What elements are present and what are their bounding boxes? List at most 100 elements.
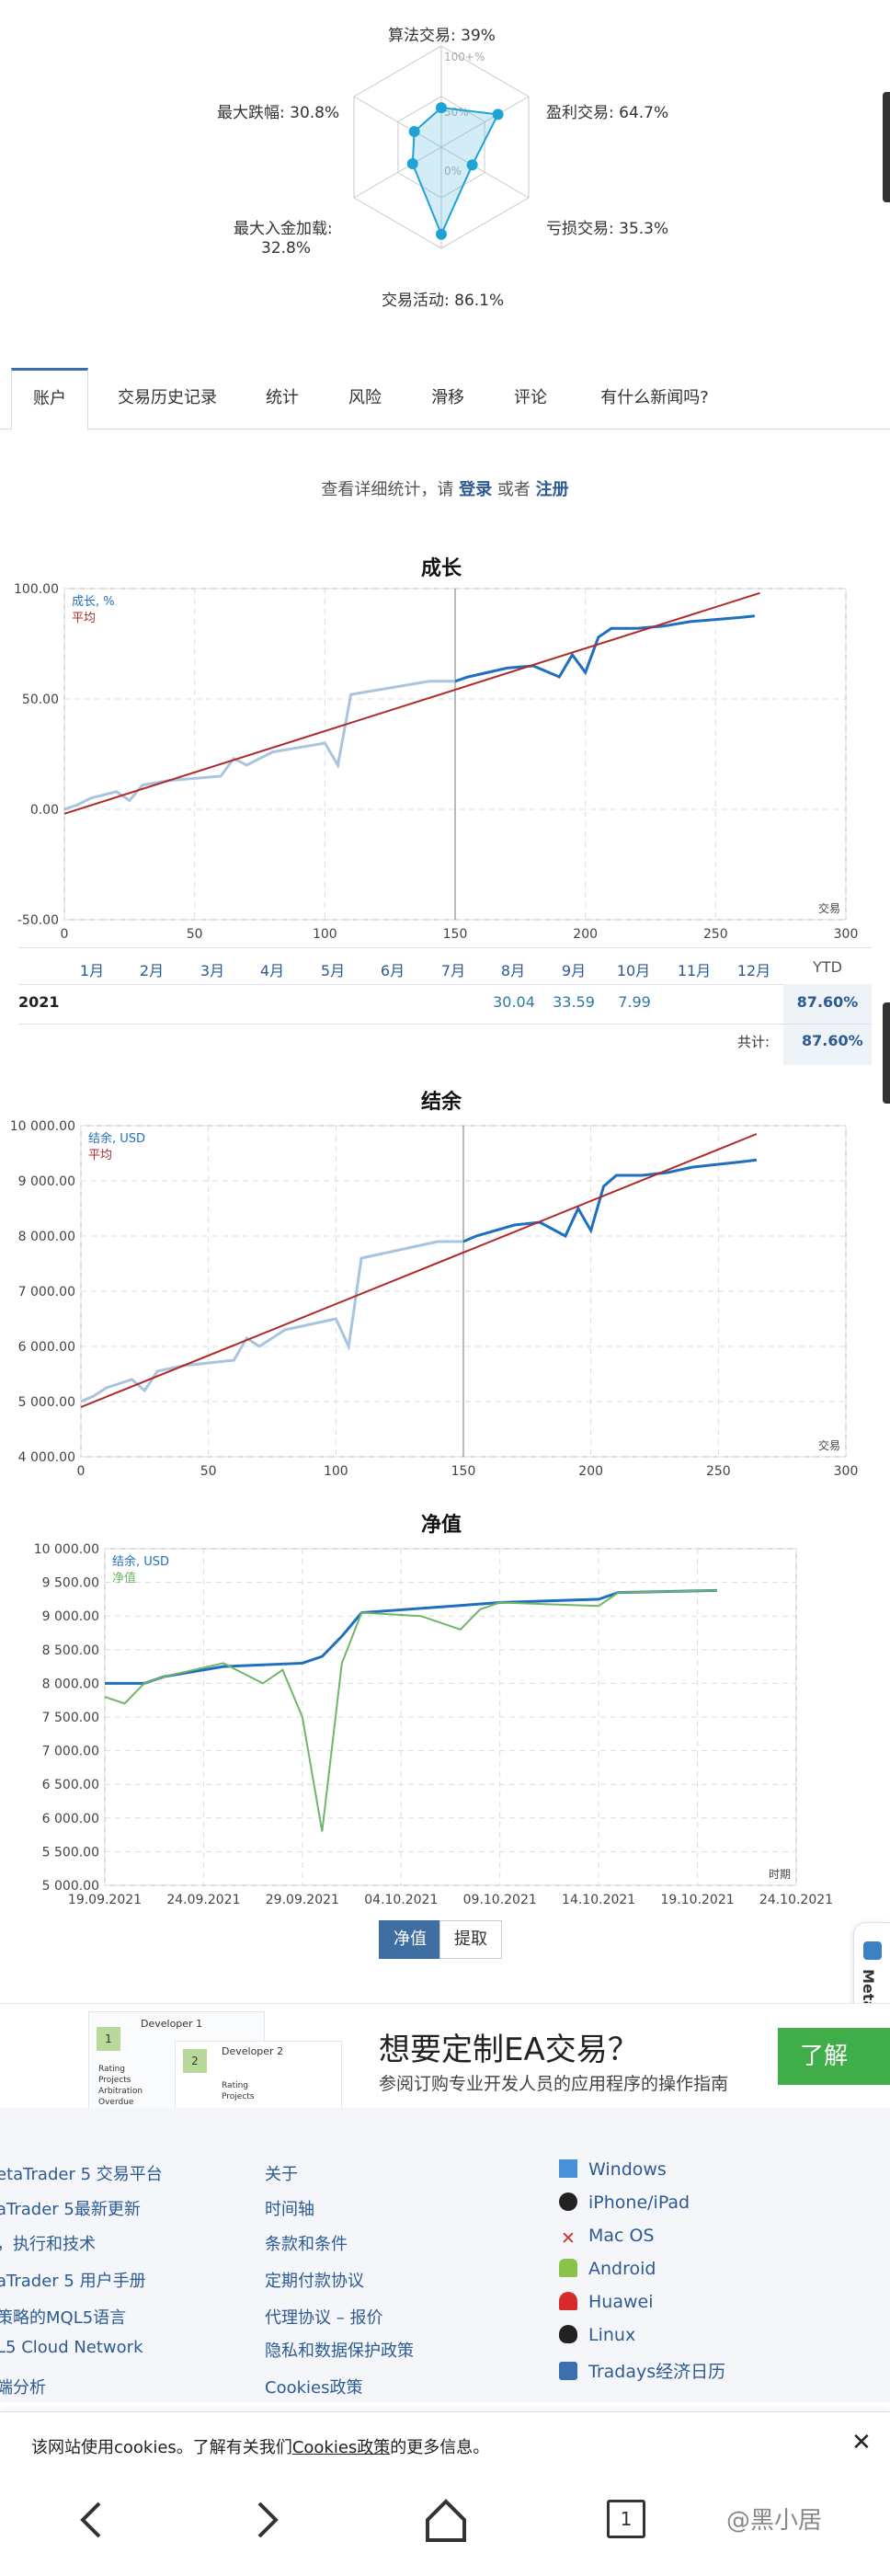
legend-item: 净值 bbox=[112, 1571, 136, 1586]
tab-news[interactable]: 有什么新闻吗? bbox=[600, 388, 709, 407]
y-tick-label: 9 000.00 bbox=[18, 1174, 75, 1189]
x-axis-label: 交易 bbox=[818, 1438, 840, 1452]
x-tick-label: 24.09.2021 bbox=[166, 1893, 240, 1904]
x-tick-label: 250 bbox=[703, 927, 728, 942]
radar-label-drawdown: 最大跌幅: 30.8% bbox=[217, 104, 340, 122]
withdraw-toggle-button[interactable]: 提取 bbox=[439, 1920, 502, 1959]
footer-link-platform[interactable]: etaTrader 5 交易平台 bbox=[0, 2165, 163, 2184]
value-oct: 7.99 bbox=[618, 993, 651, 1011]
growth-chart: 100.00 50.00 0.00 -50.000 50 100 150 200 250 300 交… bbox=[14, 582, 858, 942]
month-jul: 7月 bbox=[440, 962, 466, 979]
legend-item: 成长, % bbox=[72, 595, 115, 609]
balance-title: 结余 bbox=[420, 1091, 462, 1114]
login-link[interactable]: 登录 bbox=[459, 480, 493, 499]
footer-link-cloud[interactable]: L5 Cloud Network bbox=[0, 2338, 143, 2357]
footer-link-timeline[interactable]: 时间轴 bbox=[265, 2200, 314, 2219]
y-tick-label: 8 000.00 bbox=[18, 1230, 75, 1244]
footer-link-payments[interactable]: 定期付款协议 bbox=[265, 2272, 364, 2291]
month-mar: 3月 bbox=[200, 962, 225, 979]
y-tick-label: 100.00 bbox=[14, 582, 59, 597]
dev-card-2: 2 Developer 2 Rating Projects bbox=[175, 2041, 342, 2116]
x-tick-label: 100 bbox=[324, 1464, 348, 1479]
y-tick-label: 9 000.00 bbox=[42, 1609, 99, 1624]
x-axis-label: 时期 bbox=[769, 1868, 791, 1881]
tab-risk[interactable]: 风险 bbox=[348, 388, 382, 407]
x-tick-label: 50 bbox=[200, 1464, 217, 1479]
tab-stats[interactable]: 统计 bbox=[266, 388, 299, 407]
equity-toggle-button[interactable]: 净值 bbox=[379, 1920, 441, 1959]
footer-os-linux[interactable]: Linux bbox=[559, 2325, 635, 2345]
series-line-1 bbox=[80, 1133, 758, 1408]
y-tick-label: 7 000.00 bbox=[42, 1745, 99, 1759]
equity-title: 净值 bbox=[420, 1514, 462, 1537]
tab-account[interactable]: 账户 bbox=[11, 368, 88, 430]
x-tick-label: 29.09.2021 bbox=[266, 1893, 339, 1904]
y-tick-label: 6 000.00 bbox=[18, 1340, 75, 1355]
x-tick-label: 50 bbox=[187, 927, 203, 942]
footer-os-android[interactable]: Android bbox=[559, 2259, 656, 2279]
tab-reviews[interactable]: 评论 bbox=[514, 388, 547, 407]
tab-history[interactable]: 交易历史记录 bbox=[118, 388, 217, 407]
scroll-handle-top[interactable] bbox=[883, 92, 890, 202]
footer-link-updates[interactable]: aTrader 5最新更新 bbox=[0, 2200, 141, 2219]
cookie-close-icon[interactable]: ✕ bbox=[851, 2429, 872, 2456]
radar-point-activity bbox=[436, 228, 447, 240]
month-jan: 1月 bbox=[79, 962, 105, 979]
legend-item: 平均 bbox=[72, 612, 96, 625]
month-dec: 12月 bbox=[736, 962, 771, 979]
x-tick-label: 150 bbox=[443, 927, 468, 942]
footer-link-about[interactable]: 关于 bbox=[265, 2165, 298, 2184]
legend-item: 结余, USD bbox=[88, 1131, 145, 1146]
footer-link-execution[interactable]: ，执行和技术 bbox=[0, 2235, 96, 2254]
x-tick-label: 09.10.2021 bbox=[463, 1893, 537, 1904]
cookie-policy-link[interactable]: Cookies政策 bbox=[291, 2438, 391, 2457]
footer-os-huawei[interactable]: Huawei bbox=[559, 2292, 653, 2312]
radar-point-loss bbox=[466, 159, 478, 171]
month-nov: 11月 bbox=[677, 962, 712, 979]
footer-link-terms[interactable]: 条款和条件 bbox=[265, 2235, 348, 2254]
radar-point-algo bbox=[436, 102, 447, 114]
tab-slippage[interactable]: 滑移 bbox=[431, 388, 464, 407]
dev-card-2-avatar: 2 bbox=[183, 2049, 207, 2073]
value-aug: 30.04 bbox=[493, 993, 535, 1011]
footer-link-analysis[interactable]: 端分析 bbox=[0, 2378, 46, 2398]
calendar-icon bbox=[559, 2362, 577, 2380]
radar-label-activity: 交易活动: 86.1% bbox=[382, 292, 505, 310]
scroll-handle[interactable] bbox=[883, 1002, 890, 1104]
footer-link-agent[interactable]: 代理协议 – 报价 bbox=[265, 2308, 383, 2328]
footer-os-ios[interactable]: iPhone/iPad bbox=[559, 2192, 690, 2213]
cookie-bar: 该网站使用cookies。了解有关我们Cookies政策的更多信息。 ✕ bbox=[0, 2411, 890, 2477]
y-tick-label: 6 500.00 bbox=[42, 1778, 99, 1792]
x-tick-label: 0 bbox=[61, 927, 69, 942]
ad-learn-button[interactable]: 了解 bbox=[778, 2028, 890, 2085]
tabs-count-button[interactable]: 1 bbox=[607, 2500, 645, 2538]
total-label: 共计: bbox=[737, 1034, 770, 1050]
footer-os-windows[interactable]: Windows bbox=[559, 2159, 667, 2180]
series-line-history bbox=[80, 1240, 463, 1403]
footer-link-manual[interactable]: aTrader 5 用户手册 bbox=[0, 2272, 146, 2291]
register-link[interactable]: 注册 bbox=[535, 480, 569, 499]
ad-banner[interactable]: 1 Developer 1 Rating Projects Arbitration O… bbox=[0, 2003, 890, 2116]
year-2021: 2021 bbox=[18, 993, 60, 1011]
footer: etaTrader 5 交易平台 aTrader 5最新更新 ，执行和技术 aT… bbox=[0, 2108, 890, 2402]
radar-point-profit bbox=[492, 109, 504, 120]
x-tick-label: 14.10.2021 bbox=[562, 1893, 635, 1904]
back-icon[interactable] bbox=[64, 2492, 120, 2547]
x-tick-label: 24.10.2021 bbox=[759, 1893, 833, 1904]
y-tick-label: 10 000.00 bbox=[34, 1542, 99, 1557]
home-icon[interactable] bbox=[418, 2492, 474, 2547]
y-tick-label: 7 000.00 bbox=[18, 1285, 75, 1299]
y-tick-label: 8 000.00 bbox=[42, 1677, 99, 1691]
ytd-header: YTD bbox=[813, 958, 842, 976]
footer-link-cookies[interactable]: Cookies政策 bbox=[265, 2378, 363, 2398]
radar-label-profit: 盈利交易: 64.7% bbox=[546, 104, 669, 122]
radar-grid bbox=[353, 45, 530, 249]
balance-chart: 10 000.00 9 000.00 8 000.00 7 000.00 6 000.0… bbox=[10, 1119, 859, 1479]
x-tick-label: 150 bbox=[451, 1464, 476, 1479]
footer-os-mac[interactable]: ✕ Mac OS bbox=[559, 2226, 655, 2248]
footer-link-mql5[interactable]: 策略的MQL5语言 bbox=[0, 2308, 127, 2328]
value-sep: 33.59 bbox=[553, 993, 595, 1011]
forward-icon[interactable] bbox=[239, 2492, 294, 2547]
footer-os-tradays[interactable]: Tradays经济日历 bbox=[559, 2358, 725, 2383]
footer-link-privacy[interactable]: 隐私和数据保护政策 bbox=[265, 2341, 414, 2361]
